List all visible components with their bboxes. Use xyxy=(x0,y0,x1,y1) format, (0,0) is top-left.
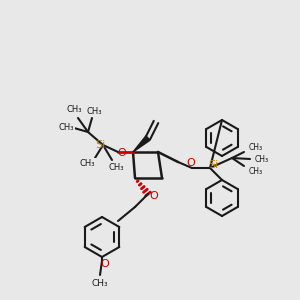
Text: O: O xyxy=(187,158,195,168)
Text: Si: Si xyxy=(208,160,218,170)
Text: CH₃: CH₃ xyxy=(249,167,263,176)
Text: Si: Si xyxy=(95,140,105,150)
Text: CH₃: CH₃ xyxy=(58,124,74,133)
Text: O: O xyxy=(118,148,126,158)
Text: CH₃: CH₃ xyxy=(86,107,102,116)
Polygon shape xyxy=(133,136,150,152)
Text: CH₃: CH₃ xyxy=(249,143,263,152)
Text: O: O xyxy=(100,259,109,269)
Text: CH₃: CH₃ xyxy=(255,155,269,164)
Text: CH₃: CH₃ xyxy=(66,106,82,115)
Text: CH₃: CH₃ xyxy=(79,158,95,167)
Text: O: O xyxy=(150,191,158,201)
Text: CH₃: CH₃ xyxy=(92,278,108,287)
Text: CH₃: CH₃ xyxy=(108,163,124,172)
